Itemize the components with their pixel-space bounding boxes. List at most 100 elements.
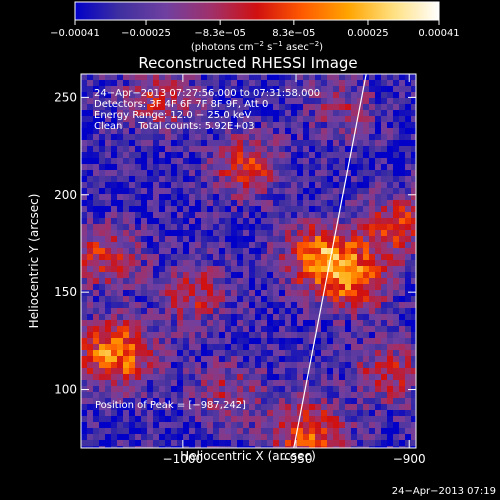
heatmap-cell bbox=[135, 170, 142, 177]
heatmap-cell bbox=[177, 380, 184, 387]
heatmap-cell bbox=[219, 320, 226, 327]
heatmap-cell bbox=[177, 146, 184, 153]
heatmap-cell bbox=[249, 122, 256, 129]
heatmap-cell bbox=[297, 368, 304, 375]
heatmap-cell bbox=[249, 440, 256, 447]
heatmap-cell bbox=[393, 176, 400, 183]
heatmap-cell bbox=[381, 92, 388, 99]
heatmap-cell bbox=[183, 188, 190, 195]
heatmap-cell bbox=[393, 302, 400, 309]
heatmap-cell bbox=[135, 350, 142, 357]
heatmap-cell bbox=[195, 110, 202, 117]
heatmap-cell bbox=[261, 320, 268, 327]
heatmap-cell bbox=[207, 434, 214, 441]
heatmap-cell bbox=[249, 236, 256, 243]
heatmap-cell bbox=[147, 434, 154, 441]
heatmap-cell bbox=[393, 446, 400, 448]
heatmap-cell bbox=[171, 224, 178, 231]
heatmap-cell bbox=[213, 368, 220, 375]
heatmap-cell bbox=[129, 338, 136, 345]
heatmap-cell bbox=[399, 212, 406, 219]
heatmap-cell bbox=[93, 314, 100, 321]
heatmap-cell bbox=[333, 230, 340, 237]
heatmap-cell bbox=[411, 410, 416, 417]
heatmap-cell bbox=[135, 128, 142, 135]
heatmap-cell bbox=[297, 182, 304, 189]
heatmap-cell bbox=[93, 194, 100, 201]
heatmap-cell bbox=[321, 356, 328, 363]
heatmap-cell bbox=[297, 128, 304, 135]
heatmap-cell bbox=[273, 170, 280, 177]
heatmap-cell bbox=[351, 404, 358, 411]
heatmap-cell bbox=[195, 170, 202, 177]
heatmap-cell bbox=[93, 140, 100, 147]
heatmap-cell bbox=[141, 92, 148, 99]
heatmap-cell bbox=[411, 356, 416, 363]
heatmap-cell bbox=[387, 416, 394, 423]
heatmap-cell bbox=[375, 218, 382, 225]
heatmap-cell bbox=[273, 410, 280, 417]
heatmap-cell bbox=[129, 236, 136, 243]
heatmap-cell bbox=[159, 86, 166, 93]
heatmap-cell bbox=[291, 152, 298, 159]
heatmap-cell bbox=[339, 146, 346, 153]
heatmap-cell bbox=[183, 194, 190, 201]
heatmap-cell bbox=[165, 422, 172, 429]
heatmap-cell bbox=[339, 428, 346, 435]
heatmap-cell bbox=[405, 104, 412, 111]
heatmap-cell bbox=[321, 308, 328, 315]
heatmap-cell bbox=[129, 92, 136, 99]
heatmap-cell bbox=[165, 272, 172, 279]
heatmap-cell bbox=[231, 104, 238, 111]
heatmap-cell bbox=[135, 434, 142, 441]
heatmap-cell bbox=[357, 224, 364, 231]
heatmap-cell bbox=[255, 344, 262, 351]
heatmap-cell bbox=[105, 248, 112, 255]
heatmap-cell bbox=[375, 152, 382, 159]
heatmap-cell bbox=[237, 128, 244, 135]
heatmap-cell bbox=[387, 380, 394, 387]
heatmap-cell bbox=[261, 86, 268, 93]
heatmap-cell bbox=[357, 440, 364, 447]
heatmap-cell bbox=[381, 314, 388, 321]
heatmap-cell bbox=[93, 338, 100, 345]
heatmap-cell bbox=[117, 392, 124, 399]
heatmap-cell bbox=[267, 242, 274, 249]
heatmap-cell bbox=[81, 116, 88, 123]
heatmap-cell bbox=[141, 350, 148, 357]
heatmap-cell bbox=[153, 386, 160, 393]
heatmap-cell bbox=[261, 164, 268, 171]
heatmap-cell bbox=[153, 320, 160, 327]
heatmap-cell bbox=[231, 356, 238, 363]
heatmap-cell bbox=[231, 398, 238, 405]
heatmap-cell bbox=[291, 296, 298, 303]
heatmap-cell bbox=[333, 308, 340, 315]
heatmap-cell bbox=[363, 212, 370, 219]
heatmap-cell bbox=[243, 134, 250, 141]
heatmap-cell bbox=[315, 212, 322, 219]
heatmap-cell bbox=[183, 380, 190, 387]
heatmap-cell bbox=[201, 266, 208, 273]
heatmap-cell bbox=[165, 134, 172, 141]
heatmap-cell bbox=[285, 140, 292, 147]
heatmap-cell bbox=[153, 164, 160, 171]
heatmap-cell bbox=[111, 218, 118, 225]
heatmap-cell bbox=[381, 362, 388, 369]
heatmap-cell bbox=[351, 374, 358, 381]
heatmap-cell bbox=[201, 236, 208, 243]
heatmap-cell bbox=[195, 278, 202, 285]
heatmap-cell bbox=[183, 350, 190, 357]
heatmap-cell bbox=[129, 182, 136, 189]
heatmap-cell bbox=[411, 422, 416, 429]
heatmap-cell bbox=[303, 128, 310, 135]
heatmap-cell bbox=[261, 152, 268, 159]
heatmap-cell bbox=[147, 158, 154, 165]
heatmap-cell bbox=[201, 176, 208, 183]
heatmap-cell bbox=[267, 404, 274, 411]
heatmap-cell bbox=[315, 80, 322, 87]
heatmap-cell bbox=[369, 272, 376, 279]
heatmap-cell bbox=[405, 266, 412, 273]
heatmap-cell bbox=[297, 380, 304, 387]
heatmap-cell bbox=[219, 344, 226, 351]
heatmap-cell bbox=[351, 152, 358, 159]
